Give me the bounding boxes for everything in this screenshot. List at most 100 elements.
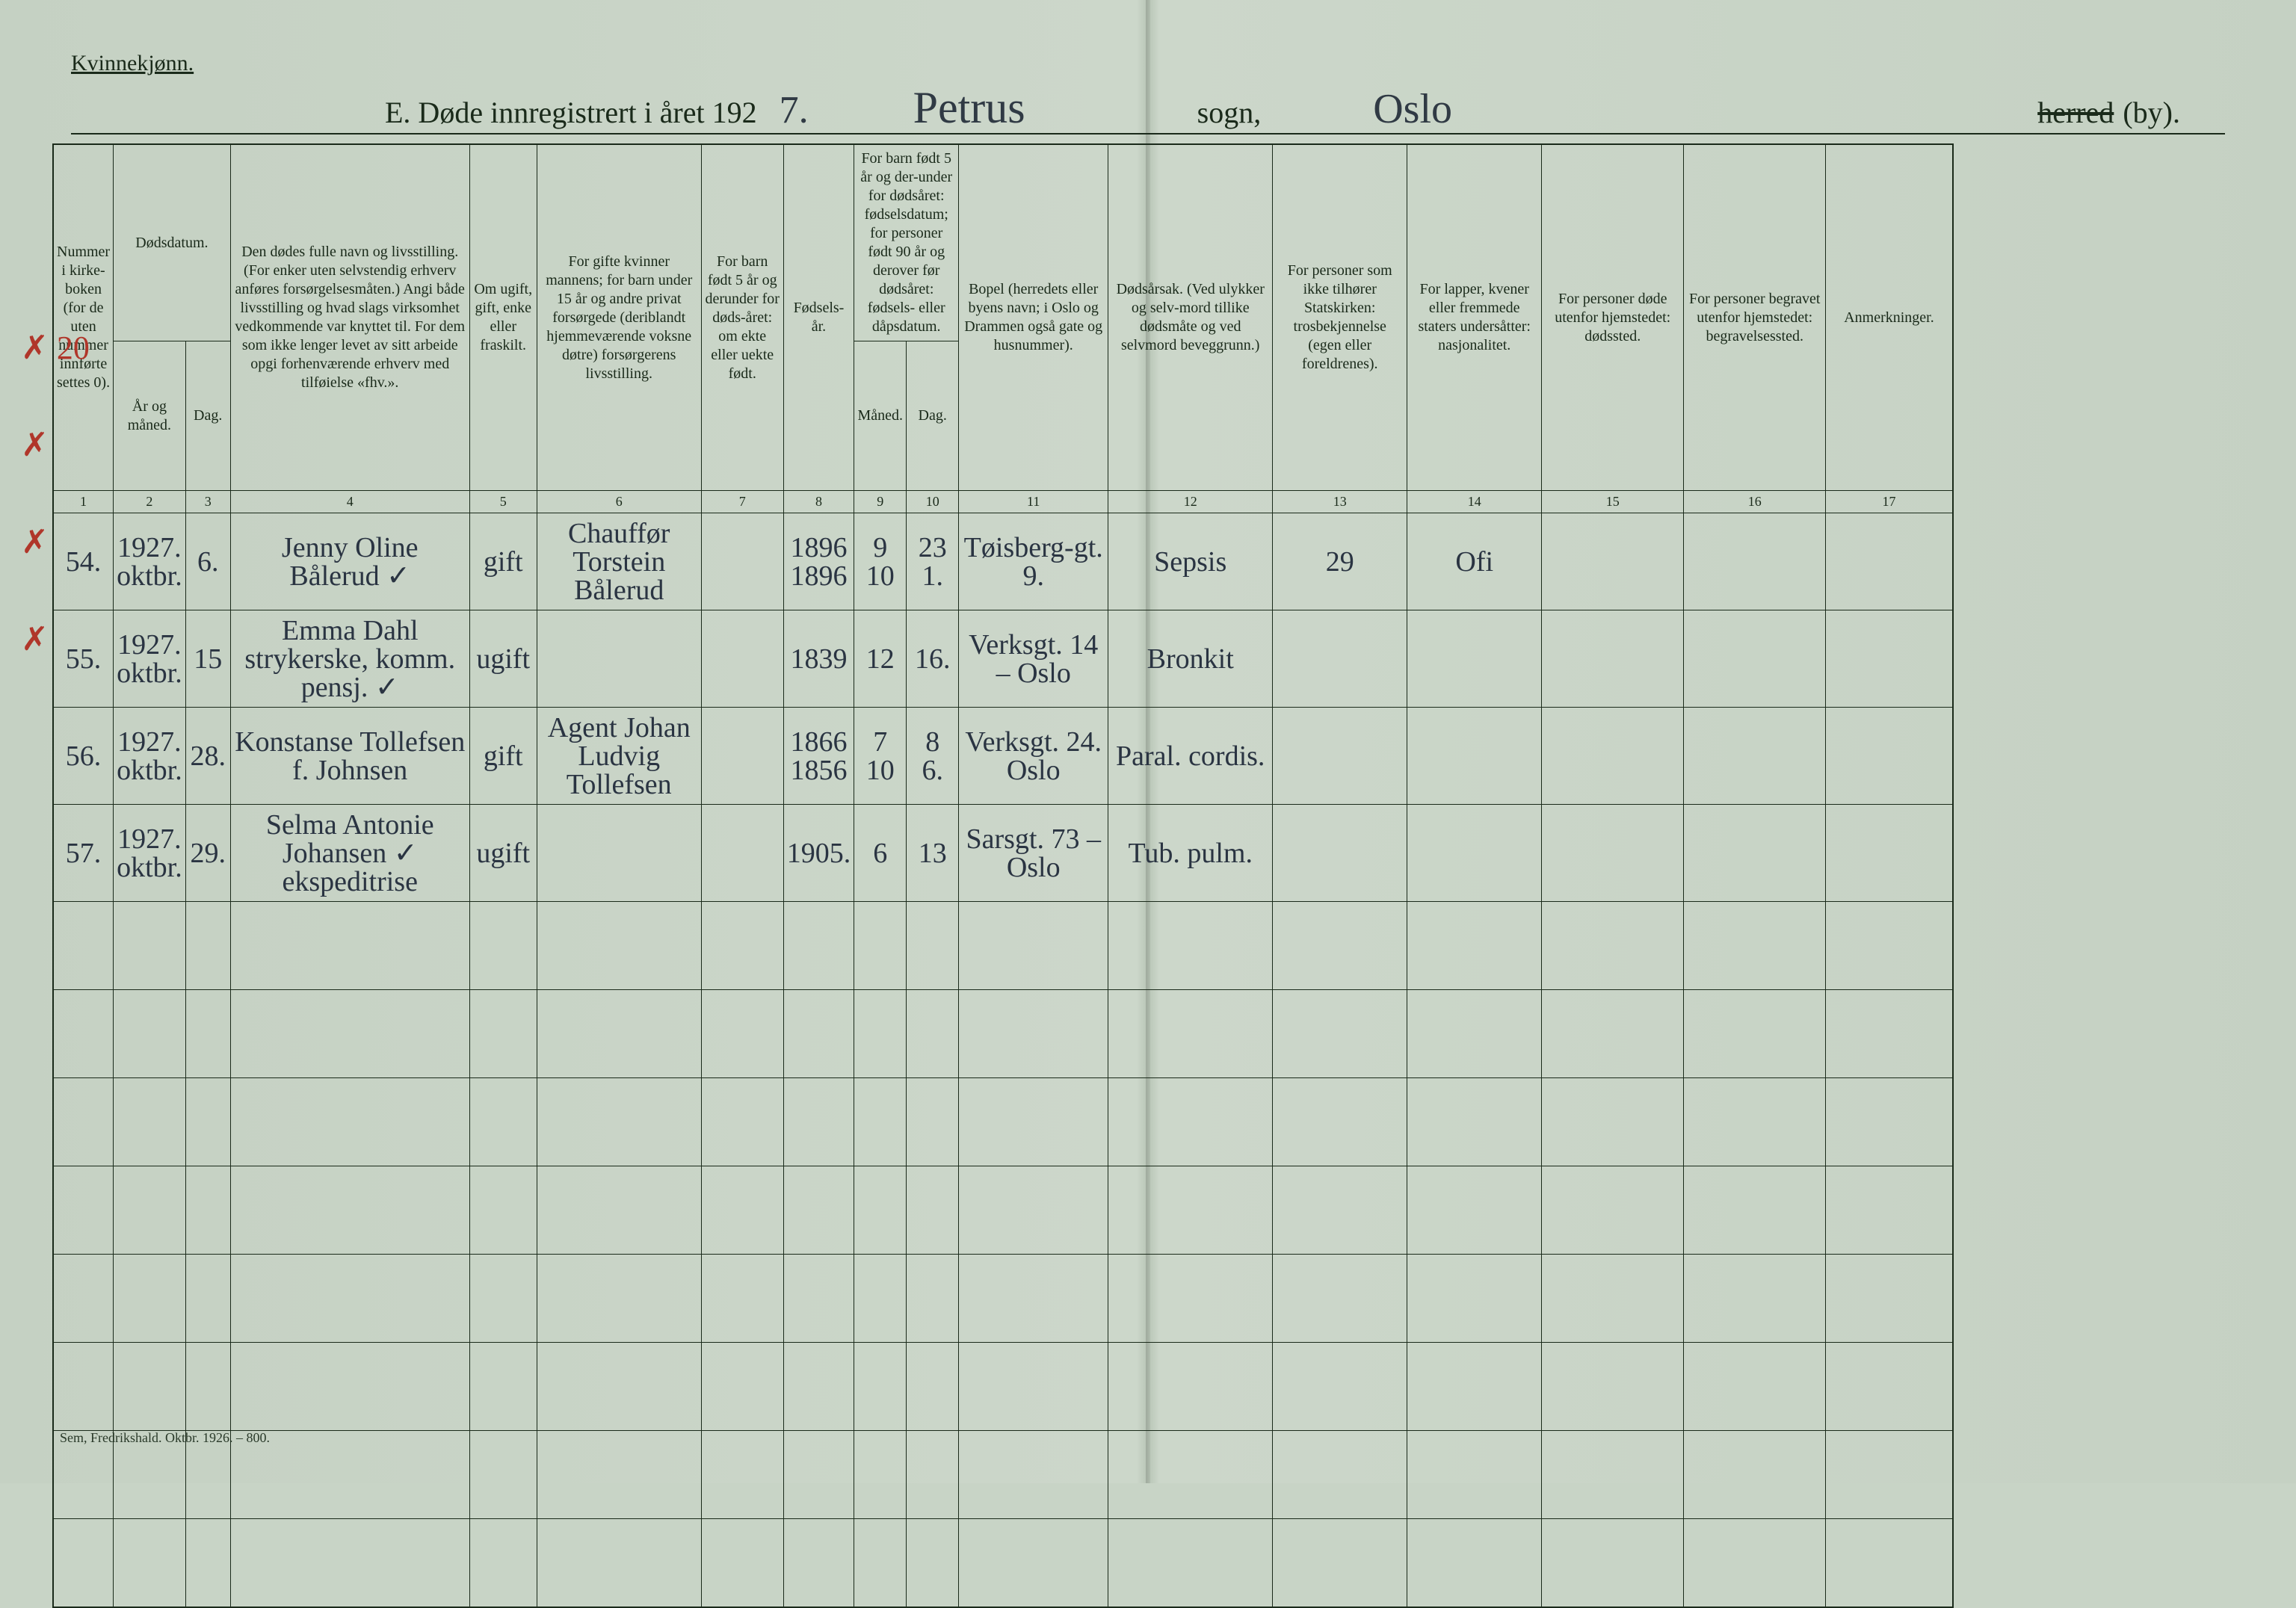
empty-cell <box>701 902 783 990</box>
herred-strike: herred <box>2037 95 2114 130</box>
col-num: 16 <box>1684 491 1826 513</box>
empty-cell <box>1542 1166 1684 1255</box>
empty-cell <box>230 1519 469 1607</box>
empty-cell <box>1684 990 1826 1078</box>
empty-cell <box>1407 990 1542 1078</box>
empty-cell <box>1684 1166 1826 1255</box>
empty-cell <box>185 1166 230 1255</box>
title-prefix: E. Døde innregistrert i året 192 <box>385 95 757 130</box>
cell-birth_month: 6 <box>854 805 907 902</box>
col-group-birthdate: For barn født 5 år og der-under for døds… <box>854 144 959 341</box>
cell-day: 29. <box>185 805 230 902</box>
column-number-row: 1 2 3 4 5 6 7 8 9 10 11 12 13 14 15 16 1… <box>53 491 1953 513</box>
by-label: (by). <box>2123 95 2180 130</box>
empty-cell <box>1273 1431 1407 1519</box>
empty-cell <box>1826 902 1953 990</box>
empty-cell <box>907 1078 959 1166</box>
col-num: 1 <box>53 491 114 513</box>
empty-cell <box>537 1431 701 1519</box>
empty-cell <box>230 1255 469 1343</box>
col-num: 5 <box>469 491 537 513</box>
table-row-empty <box>53 1343 1953 1431</box>
empty-cell <box>537 1078 701 1166</box>
cell-year_month: 1927. oktbr. <box>114 610 186 708</box>
cell-birth_month: 9 10 <box>854 513 907 610</box>
cell-provider: Chauffør Torstein Bålerud <box>537 513 701 610</box>
table-row-empty <box>53 1166 1953 1255</box>
empty-cell <box>783 1255 854 1343</box>
col-header: For personer som ikke tilhører Statskirk… <box>1273 144 1407 491</box>
empty-cell <box>1826 1078 1953 1166</box>
empty-cell <box>1542 1431 1684 1519</box>
cell-remarks <box>1826 610 1953 708</box>
col-header: For personer døde utenfor hjemstedet: dø… <box>1542 144 1684 491</box>
cell-faith <box>1273 708 1407 805</box>
col-header: Anmerkninger. <box>1826 144 1953 491</box>
col-header: For gifte kvinner mannens; for barn unde… <box>537 144 701 491</box>
empty-cell <box>1542 990 1684 1078</box>
table-row-empty <box>53 1078 1953 1166</box>
empty-cell <box>53 902 114 990</box>
empty-cell <box>1407 1255 1542 1343</box>
cell-cause: Sepsis <box>1108 513 1273 610</box>
empty-cell <box>114 1078 186 1166</box>
cell-burial_place <box>1684 610 1826 708</box>
cell-status: gift <box>469 708 537 805</box>
cell-legit <box>701 805 783 902</box>
col-num: 2 <box>114 491 186 513</box>
col-header: Om ugift, gift, enke eller fraskilt. <box>469 144 537 491</box>
empty-cell <box>1108 1255 1273 1343</box>
empty-cell <box>53 1255 114 1343</box>
empty-cell <box>1108 1078 1273 1166</box>
empty-cell <box>185 1343 230 1431</box>
empty-cell <box>230 1166 469 1255</box>
empty-cell <box>230 902 469 990</box>
cell-status: ugift <box>469 805 537 902</box>
cell-nationality: Ofi <box>1407 513 1542 610</box>
cell-remarks <box>1826 513 1953 610</box>
cell-birth_year: 1896 1896 <box>783 513 854 610</box>
col-header: Fødsels-år. <box>783 144 854 491</box>
empty-cell <box>1273 1166 1407 1255</box>
empty-cell <box>469 990 537 1078</box>
cell-birth_day: 13 <box>907 805 959 902</box>
table-body: 54.1927. oktbr.6.Jenny Oline Bålerud ✓gi… <box>53 513 1953 1607</box>
footer-imprint: Sem, Fredrikshald. Oktbr. 1926. – 800. <box>60 1430 270 1446</box>
empty-cell <box>114 990 186 1078</box>
cell-birth_day: 23 1. <box>907 513 959 610</box>
cell-year_month: 1927. oktbr. <box>114 708 186 805</box>
cell-legit <box>701 513 783 610</box>
cell-day: 6. <box>185 513 230 610</box>
empty-cell <box>53 1343 114 1431</box>
empty-cell <box>230 1343 469 1431</box>
empty-cell <box>537 902 701 990</box>
cell-birth_month: 12 <box>854 610 907 708</box>
empty-cell <box>1542 1343 1684 1431</box>
empty-cell <box>701 1431 783 1519</box>
empty-cell <box>783 1431 854 1519</box>
empty-cell <box>1407 1078 1542 1166</box>
empty-cell <box>537 1255 701 1343</box>
col-header: Den dødes fulle navn og livsstilling. (F… <box>230 144 469 491</box>
empty-cell <box>701 990 783 1078</box>
table-row: 54.1927. oktbr.6.Jenny Oline Bålerud ✓gi… <box>53 513 1953 610</box>
margin-mark: ✗ <box>21 426 49 464</box>
empty-cell <box>1273 1519 1407 1607</box>
register-table: Nummer i kirke-boken (for de uten nummer… <box>52 143 1954 1608</box>
empty-cell <box>1273 1078 1407 1166</box>
empty-cell <box>114 902 186 990</box>
empty-cell <box>114 1519 186 1607</box>
empty-cell <box>114 1166 186 1255</box>
cell-faith: 29 <box>1273 513 1407 610</box>
cell-death_place <box>1542 708 1684 805</box>
col-header: År og måned. <box>114 341 186 491</box>
cell-remarks <box>1826 708 1953 805</box>
empty-cell <box>854 1519 907 1607</box>
cell-status: ugift <box>469 610 537 708</box>
col-header: For personer begravet utenfor hjemstedet… <box>1684 144 1826 491</box>
empty-cell <box>1108 1519 1273 1607</box>
empty-cell <box>907 1343 959 1431</box>
empty-cell <box>854 1343 907 1431</box>
col-header: Bopel (herredets eller byens navn; i Osl… <box>959 144 1108 491</box>
cell-death_place <box>1542 805 1684 902</box>
